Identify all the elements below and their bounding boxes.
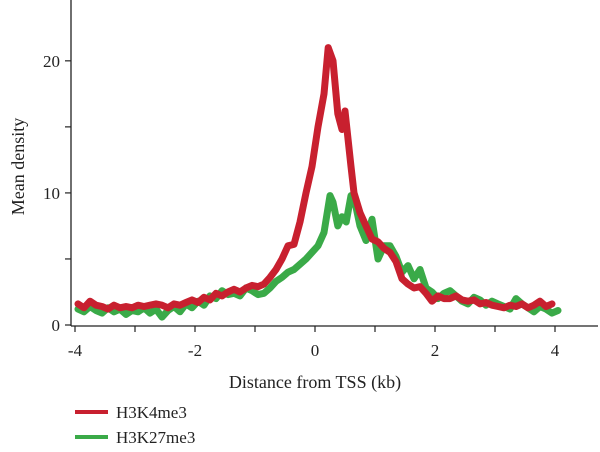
y-tick-label: 10 <box>43 184 60 203</box>
series-lines <box>74 44 562 321</box>
y-ticks: 0 10 20 <box>43 52 71 335</box>
legend-label-h3k4me3: H3K4me3 <box>116 403 187 422</box>
x-ticks: -4 -2 0 2 4 <box>68 326 560 360</box>
series-line-h3k4me3 <box>74 44 556 313</box>
y-axis-title: Mean density <box>8 118 28 215</box>
y-axis: 0 10 20 <box>43 0 72 335</box>
x-tick-label: 4 <box>551 341 560 360</box>
x-tick-label: -4 <box>68 341 83 360</box>
y-tick-label: 0 <box>52 316 61 335</box>
y-tick-label: 20 <box>43 52 60 71</box>
x-tick-label: -2 <box>188 341 202 360</box>
series-line-h3k27me3 <box>74 192 562 321</box>
x-axis-title: Distance from TSS (kb) <box>229 372 401 393</box>
x-tick-label: 0 <box>311 341 320 360</box>
x-axis: -4 -2 0 2 4 <box>68 325 598 360</box>
legend: H3K4me3 H3K27me3 <box>75 403 195 447</box>
x-tick-label: 2 <box>431 341 440 360</box>
legend-label-h3k27me3: H3K27me3 <box>116 428 195 447</box>
